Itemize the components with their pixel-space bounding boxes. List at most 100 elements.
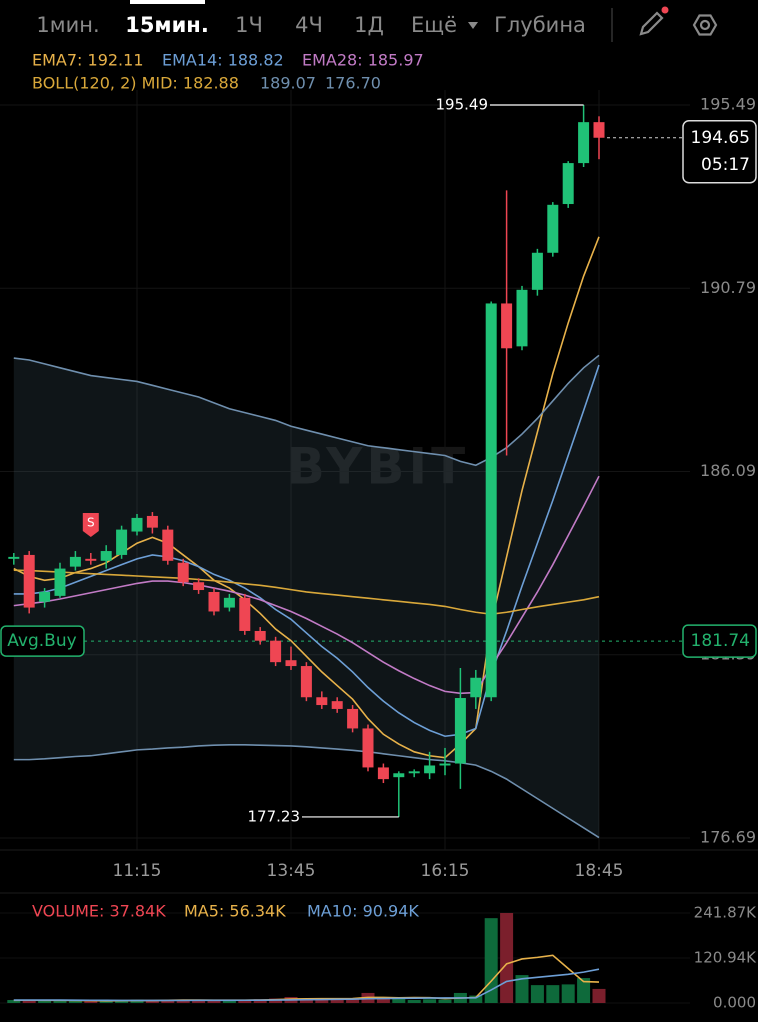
candle-body [439, 763, 451, 766]
x-tick-label: 11:15 [113, 861, 162, 881]
indicator-label: EMA14: 188.82 [162, 51, 284, 70]
tab[interactable]: Глубина [494, 13, 586, 37]
volume-bar [392, 998, 406, 1003]
candle-body [116, 529, 128, 555]
candle-body [316, 697, 328, 706]
candle-body [239, 597, 251, 631]
indicator-label: 176.70 [325, 74, 381, 93]
volume-tick-label: 241.87K [694, 904, 757, 922]
x-tick-label: 13:45 [267, 861, 316, 881]
candle-body [193, 582, 205, 591]
active-indicator [130, 0, 205, 4]
volume-label: VOLUME: 37.84K [32, 902, 166, 921]
y-tick-label: 190.79 [700, 278, 756, 297]
candle-body [331, 701, 343, 709]
volume-bar [145, 1000, 159, 1003]
volume-bar [192, 1000, 206, 1003]
candle-body [347, 708, 359, 729]
candle-body [54, 568, 66, 596]
indicator-line [13, 364, 600, 738]
candle-body [424, 765, 436, 774]
volume-bar [500, 913, 514, 1003]
volume-bar [484, 918, 498, 1003]
volume-tick-label: 0.000 [713, 994, 756, 1012]
last-price-tag [682, 120, 757, 184]
volume-bar [238, 999, 252, 1003]
volume-ma-line [13, 968, 600, 1002]
volume-bar [561, 984, 575, 1003]
volume-bar [530, 985, 544, 1003]
avg-buy-price: 181.74 [691, 631, 750, 651]
candle-body [177, 562, 189, 583]
volume-bar [546, 985, 560, 1003]
candle-body [454, 698, 466, 764]
candle-body [23, 554, 35, 608]
avg-buy-price-tag [682, 624, 757, 658]
volume-bar [207, 1000, 221, 1003]
candle-body [39, 591, 51, 602]
indicator-label: EMA7: 192.11 [32, 51, 144, 70]
tab[interactable]: 4Ч [295, 13, 323, 37]
candle-body [547, 204, 559, 253]
indicator-line [13, 569, 600, 616]
volume-bar [222, 1000, 236, 1003]
candle-body [131, 517, 143, 532]
candle-body [501, 303, 513, 349]
candle-body [223, 597, 235, 608]
candle-body [208, 591, 220, 612]
volume-bar [68, 1000, 82, 1003]
volume-bar [38, 1000, 52, 1003]
candle-body [485, 303, 497, 698]
candle-body [100, 551, 112, 561]
indicator-line [13, 354, 600, 467]
low-label: 177.23 [248, 807, 301, 825]
volume-ma-label: MA10: 90.94K [307, 902, 419, 921]
indicator-label: BOLL(120, 2) MID: 182.88 [32, 74, 239, 93]
tab[interactable]: 1Д [354, 13, 384, 37]
volume-ma-label: MA5: 56.34K [184, 902, 286, 921]
last-price: 194.65 [691, 128, 750, 148]
y-tick-label: 176.69 [700, 828, 756, 847]
high-label: 195.49 [436, 96, 489, 114]
candle-body [362, 728, 374, 768]
candle-body [408, 771, 420, 774]
candle-body [69, 556, 81, 567]
volume-bar [438, 999, 452, 1003]
candle-body [593, 122, 605, 138]
avg-buy-label: Avg.Buy [7, 631, 76, 651]
volume-bar [407, 1000, 421, 1003]
candle-body [531, 252, 543, 290]
signal-label: S [87, 515, 95, 529]
tab[interactable]: 15мин. [125, 13, 209, 37]
y-tick-label: 195.49 [700, 95, 756, 114]
volume-bar [161, 1000, 175, 1003]
avg-buy-tag [0, 625, 85, 657]
pencil-shape [639, 11, 664, 36]
tab[interactable]: 1Ч [235, 13, 263, 37]
candle-body [85, 558, 97, 561]
pencil-icon[interactable] [639, 11, 664, 36]
volume-bar [84, 1001, 98, 1003]
tab[interactable]: Ещё [411, 13, 457, 37]
dropdown-arrow [468, 22, 478, 29]
volume-bar [515, 975, 529, 1003]
volume-bar [330, 998, 344, 1003]
candle-body [162, 529, 174, 561]
volume-bar [176, 999, 190, 1003]
x-tick-label: 16:15 [421, 861, 470, 881]
settings-icon[interactable] [692, 14, 718, 36]
candle-body [562, 163, 574, 205]
volume-bar [7, 1000, 21, 1003]
candle-body [377, 767, 389, 780]
volume-bar [346, 998, 360, 1003]
candle-body [470, 677, 482, 698]
volume-bar [592, 988, 606, 1003]
candle-body [516, 289, 528, 347]
volume-bar [577, 978, 591, 1003]
band-fill [13, 355, 600, 838]
y-tick-label: 186.09 [700, 461, 756, 480]
candle-body [285, 660, 297, 667]
tab[interactable]: 1мин. [36, 13, 99, 37]
